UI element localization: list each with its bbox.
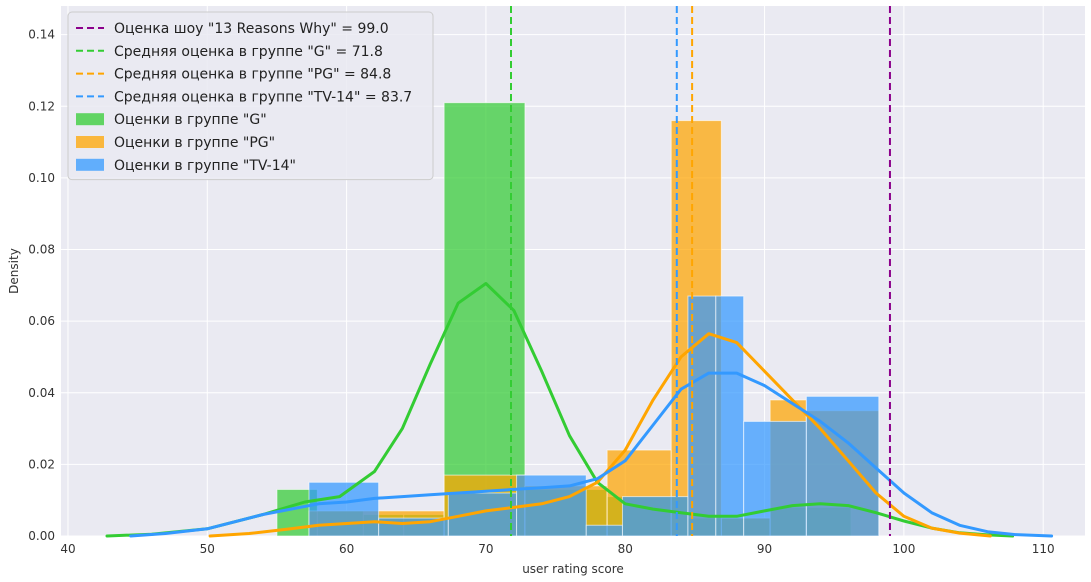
histogram-bar-g	[443, 102, 526, 537]
x-tick-label: 50	[200, 542, 215, 556]
legend-entry-label: Оценки в группе "PG"	[114, 135, 275, 151]
kde-curve-tv14	[129, 371, 1054, 538]
y-tick-label: 0.04	[28, 386, 55, 400]
legend-patch-swatch	[76, 113, 104, 126]
kde-curve-g	[105, 282, 1015, 538]
legend-entry-label: Средняя оценка в группе "TV-14" = 83.7	[114, 89, 412, 105]
x-tick-label: 110	[1032, 542, 1055, 556]
y-tick-label: 0.12	[28, 99, 55, 113]
histogram-bar-tv14	[585, 524, 623, 537]
y-tick-label: 0.00	[28, 529, 55, 543]
x-axis-ticks: 40 50 60 70 80 90 100 110	[60, 542, 1054, 556]
x-tick-label: 70	[478, 542, 493, 556]
x-tick-label: 100	[892, 542, 915, 556]
y-tick-label: 0.08	[28, 243, 55, 257]
legend-box	[67, 11, 434, 181]
y-axis-label: Density	[7, 248, 21, 294]
x-tick-label: 80	[618, 542, 633, 556]
legend-entry-label: Средняя оценка в группе "PG" = 84.8	[114, 67, 391, 83]
legend-entry-label: Оценки в группе "TV-14"	[114, 158, 296, 174]
histogram-bar-tv14	[805, 395, 880, 537]
x-tick-label: 60	[339, 542, 354, 556]
x-tick-label: 90	[757, 542, 772, 556]
histogram-bar-tv14	[308, 481, 380, 537]
x-axis-label: user rating score	[522, 562, 624, 576]
legend-patch-swatch	[76, 136, 104, 148]
y-tick-label: 0.14	[28, 28, 55, 42]
legend-entry-label: Средняя оценка в группе "G" = 71.8	[114, 44, 383, 60]
x-tick-label: 40	[60, 542, 75, 556]
histogram-bars	[276, 102, 880, 537]
mean-lines	[510, 6, 891, 536]
y-axis-ticks: 0.00 0.02 0.04 0.06 0.08 0.10 0.12 0.14	[28, 28, 55, 543]
kde-curves	[105, 282, 1054, 538]
legend-entry-label: Оценки в группе "G"	[114, 112, 267, 128]
legend-patch-swatch	[76, 158, 104, 171]
histogram-bar-tv14	[715, 295, 745, 537]
histogram-bar-tv14	[447, 492, 518, 537]
histogram-bar-tv14	[621, 496, 689, 537]
y-tick-label: 0.10	[28, 171, 55, 185]
y-tick-label: 0.06	[28, 314, 55, 328]
kde-curve-pg	[208, 332, 992, 538]
legend: Оценка шоу "13 Reasons Why" = 99.0 Средня…	[67, 11, 434, 181]
legend-entry-label: Оценка шоу "13 Reasons Why" = 99.0	[114, 21, 389, 37]
histogram-bar-tv14	[743, 420, 807, 537]
y-tick-label: 0.02	[28, 457, 55, 471]
